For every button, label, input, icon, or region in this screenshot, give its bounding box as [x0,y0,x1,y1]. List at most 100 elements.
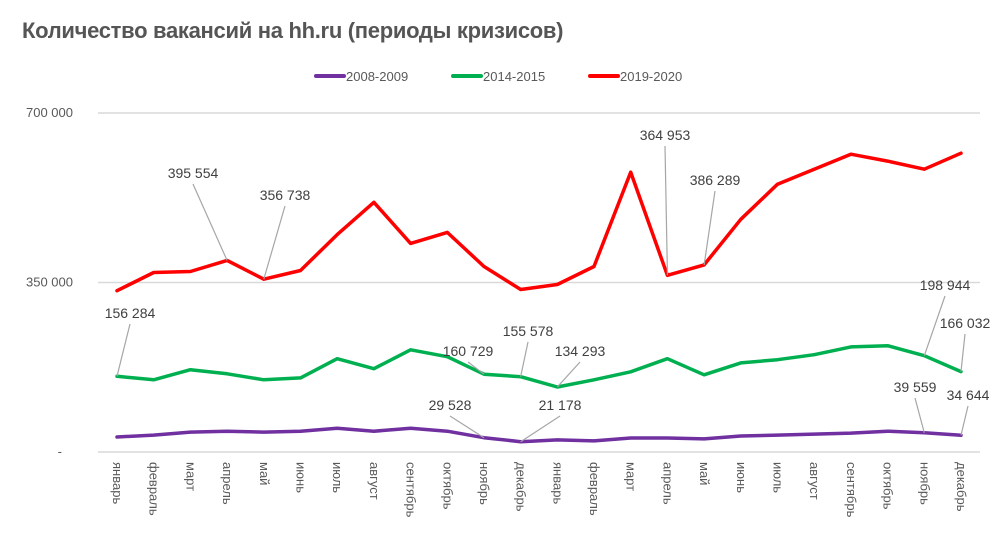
data-point [849,345,853,349]
data-point [776,433,780,437]
x-tick-label: август [367,462,382,500]
data-point [409,426,413,430]
data-point [409,348,413,352]
annotation-leader-line [467,361,485,375]
data-point [555,282,559,286]
x-tick-label: февраль [147,462,162,516]
x-tick-label: ноябрь [477,462,492,505]
data-point [372,200,376,204]
data-point [188,269,192,273]
data-point [188,368,192,372]
data-point [739,217,743,221]
x-tick-label: октябрь [440,462,455,510]
data-point [335,426,339,430]
data-point [115,435,119,439]
data-point [372,429,376,433]
data-point [665,436,669,440]
data-point [886,429,890,433]
data-point [445,355,449,359]
x-tick-label: июль [771,462,786,493]
data-point [849,431,853,435]
data-point [776,358,780,362]
series-line-2008-2009 [115,426,963,444]
data-label: 39 559 [894,379,937,395]
annotation-leader-line [914,397,925,433]
data-point [592,378,596,382]
x-tick-label: июнь [734,462,749,493]
y-tick-label: - [58,444,62,459]
series-line-2019-2020 [115,151,963,293]
y-tick-label: 700 000 [26,105,73,120]
annotation-leader-line [556,361,581,388]
chart-title: Количество вакансий на hh.ru (периоды кр… [22,18,564,43]
annotation-leader-line [703,190,716,266]
data-point [298,268,302,272]
data-point [702,437,706,441]
data-point [152,378,156,382]
data-label: 21 178 [539,397,582,413]
data-point [152,433,156,437]
x-tick-label: март [624,462,639,491]
data-point [298,429,302,433]
x-tick-label: апрель [660,462,675,505]
x-tick-label: сентябрь [844,462,859,518]
data-point [922,167,926,171]
y-tick-label: 350 000 [26,275,73,290]
x-tick-label: октябрь [881,462,896,510]
data-label: 356 738 [260,187,311,203]
data-point [702,373,706,377]
annotation-leader-line [520,341,529,377]
data-label: 166 032 [940,315,991,331]
data-label: 134 293 [555,343,606,359]
legend-label-2014-2015: 2014-2015 [483,69,545,84]
x-tick-label: май [257,462,272,485]
x-tick-label: январь [110,462,125,504]
x-tick-label: май [697,462,712,485]
data-label: 198 944 [920,277,971,293]
data-point [665,357,669,361]
data-point [409,241,413,245]
data-point [959,151,963,155]
annotation-leader-line [520,415,561,443]
data-label: 34 644 [947,387,990,403]
data-point [335,233,339,237]
data-point [188,430,192,434]
x-tick-label: март [183,462,198,491]
data-point [115,289,119,293]
data-point [225,429,229,433]
data-point [739,361,743,365]
data-label: 364 953 [640,127,691,143]
annotation-leader-line [116,323,131,377]
data-point [445,230,449,234]
annotation-leader-line [664,145,669,276]
legend-label-2008-2009: 2008-2009 [346,69,408,84]
data-point [152,270,156,274]
x-tick-label: июнь [293,462,308,493]
data-point [262,378,266,382]
legend-label-2019-2020: 2019-2020 [620,69,682,84]
data-label: 160 729 [443,343,494,359]
data-point [335,357,339,361]
data-point [739,434,743,438]
data-point [592,439,596,443]
data-label: 156 284 [105,305,156,321]
annotation-leader-line [263,205,286,280]
x-tick-label: апрель [220,462,235,505]
annotation-leader-line [449,415,485,439]
data-point [629,436,633,440]
data-point [849,152,853,156]
data-label: 386 289 [690,172,741,188]
x-tick-label: ноябрь [917,462,932,505]
x-tick-label: январь [550,462,565,504]
x-tick-label: август [807,462,822,500]
x-tick-label: декабрь [514,462,529,512]
annotation-leader-line [923,295,946,356]
data-point [482,265,486,269]
data-label: 395 554 [168,165,219,181]
data-point [225,372,229,376]
data-label: 29 528 [429,397,472,413]
annotation-leader-line [960,405,969,436]
data-point [372,367,376,371]
data-point [519,288,523,292]
